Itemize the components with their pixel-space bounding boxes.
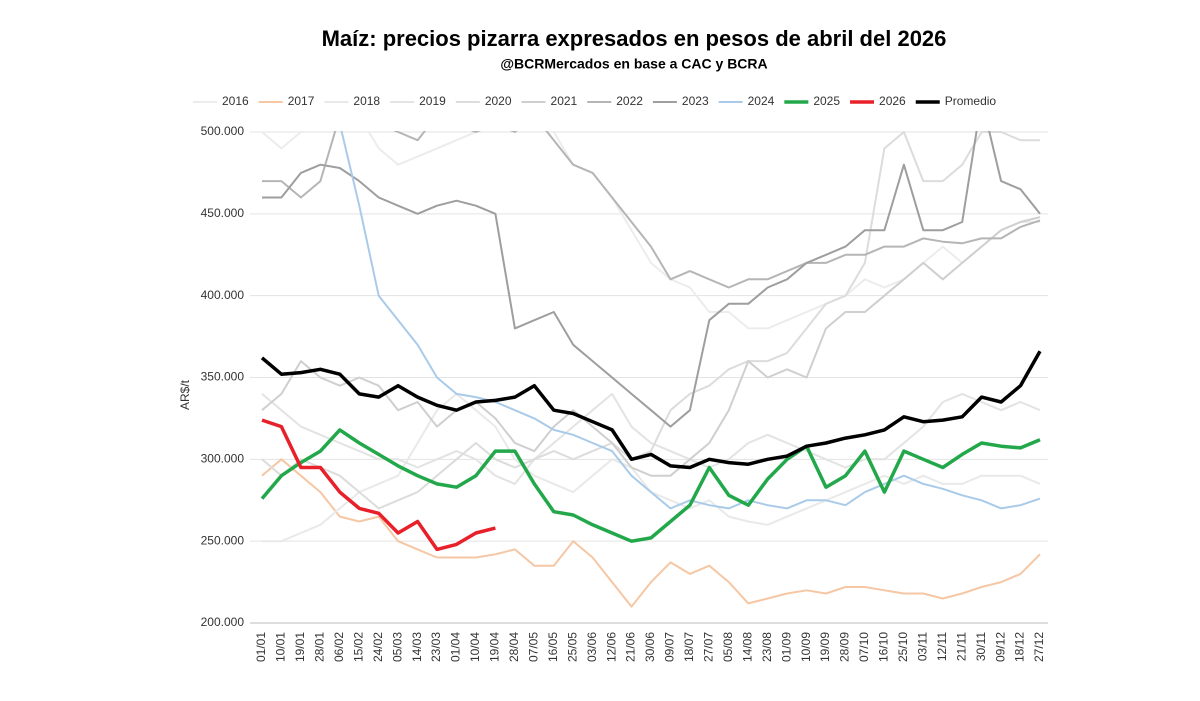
series-line	[262, 131, 1041, 289]
legend-label: 2026	[879, 94, 906, 108]
legend-label: 2018	[353, 94, 380, 108]
x-tick-label: 03/06	[585, 632, 599, 662]
x-tick-label: 30/06	[643, 632, 657, 662]
x-tick-label: 14/08	[740, 632, 754, 662]
x-tick-label: 09/12	[993, 632, 1007, 662]
legend-label: 2021	[551, 94, 578, 108]
x-tick-label: 18/07	[682, 632, 696, 662]
x-tick-label: 23/03	[429, 632, 443, 662]
x-tick-label: 19/04	[488, 632, 502, 662]
y-tick-label: 300.000	[201, 452, 245, 466]
legend-label: 2023	[682, 94, 709, 108]
x-tick-label: 01/04	[449, 632, 463, 662]
x-tick-label: 27/12	[1032, 632, 1046, 662]
x-tick-label: 10/09	[799, 632, 813, 662]
x-tick-label: 19/01	[293, 632, 307, 662]
y-axis-label: AR$/t	[178, 379, 192, 410]
x-tick-label: 10/04	[468, 632, 482, 662]
x-tick-label: 25/05	[565, 632, 579, 662]
x-tick-label: 18/12	[1013, 632, 1027, 662]
x-tick-label: 27/07	[702, 632, 716, 662]
x-tick-label: 24/02	[371, 632, 385, 662]
x-tick-label: 06/02	[332, 632, 346, 662]
series-line	[261, 216, 1041, 477]
x-tick-label: 07/05	[526, 632, 540, 662]
x-tick-label: 25/10	[896, 632, 910, 662]
x-tick-label: 03/11	[915, 632, 929, 661]
y-tick-label: 450.000	[201, 206, 245, 220]
legend-label: Promedio	[945, 94, 997, 108]
series-line	[261, 131, 1040, 510]
series-line	[261, 458, 1041, 608]
plot-area	[260, 131, 1042, 608]
x-tick-label: 21/11	[954, 632, 968, 661]
x-tick-label: 12/11	[935, 632, 949, 661]
legend-label: 2024	[748, 94, 775, 108]
y-tick-label: 400.000	[201, 288, 245, 302]
x-tick-label: 05/03	[390, 632, 404, 662]
x-tick-label: 01/09	[779, 632, 793, 662]
x-tick-label: 14/03	[410, 632, 424, 662]
x-tick-label: 23/08	[760, 632, 774, 662]
y-tick-label: 350.000	[201, 370, 245, 384]
y-tick-label: 200.000	[201, 615, 245, 629]
legend-label: 2022	[616, 94, 643, 108]
chart-title: Maíz: precios pizarra expresados en peso…	[322, 26, 947, 51]
x-tick-label: 21/06	[624, 632, 638, 662]
x-tick-label: 28/01	[313, 632, 327, 662]
legend-label: 2016	[222, 94, 249, 108]
series-line	[260, 428, 1041, 543]
x-tick-label: 28/09	[838, 632, 852, 662]
series-line	[261, 392, 1041, 485]
series-line	[262, 131, 1041, 428]
x-tick-label: 30/11	[974, 632, 988, 661]
x-tick-label: 05/08	[721, 632, 735, 662]
series-line	[262, 392, 1041, 543]
legend-label: 2019	[419, 94, 446, 108]
y-tick-label: 500.000	[201, 124, 245, 138]
x-tick-label: 28/04	[507, 632, 521, 662]
y-tick-label: 250.000	[201, 533, 245, 547]
x-tick-label: 07/10	[857, 632, 871, 662]
x-tick-label: 16/05	[546, 632, 560, 662]
x-tick-label: 19/09	[818, 632, 832, 662]
series-line	[340, 131, 1041, 510]
x-tick-label: 09/07	[663, 632, 677, 662]
legend-label: 2020	[485, 94, 512, 108]
series-line	[260, 350, 1042, 470]
legend-label: 2025	[813, 94, 840, 108]
x-tick-label: 10/01	[274, 632, 288, 662]
series-line	[261, 418, 496, 552]
x-tick-label: 12/06	[604, 632, 618, 662]
chart-subtitle: @BCRMercados en base a CAC y BCRA	[500, 56, 767, 72]
x-tick-label: 01/01	[254, 632, 268, 662]
x-tick-label: 15/02	[351, 632, 365, 662]
legend-label: 2017	[288, 94, 315, 108]
x-tick-label: 16/10	[877, 632, 891, 662]
